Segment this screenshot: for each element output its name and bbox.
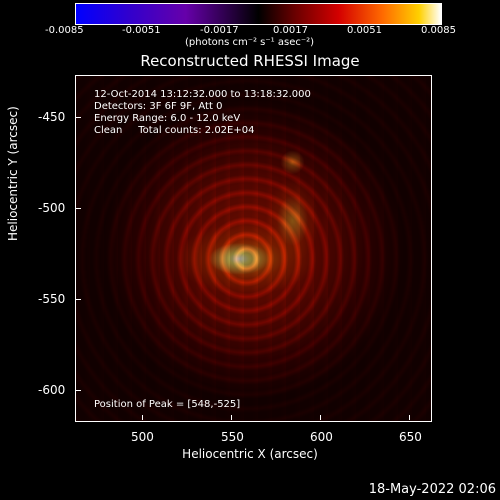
colorbar-tick: -0.0051 [122, 25, 161, 36]
colorbar [75, 3, 442, 25]
colorbar-tick: -0.0017 [200, 25, 239, 36]
rhessi-image [75, 75, 432, 422]
detectors: Detectors: 3F 6F 9F, Att 0 [94, 101, 223, 112]
y-tick-label: -450 [38, 110, 66, 124]
y-tick-mark [76, 390, 81, 391]
x-tick-mark [409, 415, 410, 420]
peak-position: Position of Peak = [548,-525] [94, 399, 241, 410]
colorbar-tick: -0.0085 [45, 25, 84, 36]
image-title: Reconstructed RHESSI Image [140, 52, 360, 70]
colorbar-tick: 0.0017 [273, 25, 308, 36]
x-tick-mark [231, 415, 232, 420]
x-tick-label: 500 [131, 430, 154, 444]
y-tick-label: -500 [38, 201, 66, 215]
x-tick-label: 600 [310, 430, 333, 444]
flare-emission [76, 76, 431, 421]
energy-range: Energy Range: 6.0 - 12.0 keV [94, 113, 241, 124]
y-tick-mark [76, 299, 81, 300]
y-tick-label: -550 [38, 292, 66, 306]
time-range: 12-Oct-2014 13:12:32.000 to 13:18:32.000 [94, 89, 311, 100]
x-axis-label: Heliocentric X (arcsec) [182, 447, 318, 461]
x-tick-label: 650 [399, 430, 422, 444]
colorbar-tick: 0.0051 [347, 25, 382, 36]
x-tick-label: 550 [221, 430, 244, 444]
footer-date: 18-May-2022 02:06 [368, 482, 496, 497]
y-axis-label: Heliocentric Y (arcsec) [6, 106, 20, 241]
y-tick-label: -600 [38, 383, 66, 397]
clean-ripples [76, 76, 431, 421]
y-tick-mark [76, 208, 81, 209]
colorbar-tick: 0.0085 [421, 25, 456, 36]
y-tick-mark [76, 117, 81, 118]
x-tick-mark [142, 415, 143, 420]
clean-info: Clean Total counts: 2.02E+04 [94, 125, 255, 136]
colorbar-unit: (photons cm⁻² s⁻¹ asec⁻²) [185, 37, 315, 48]
x-tick-mark [320, 415, 321, 420]
